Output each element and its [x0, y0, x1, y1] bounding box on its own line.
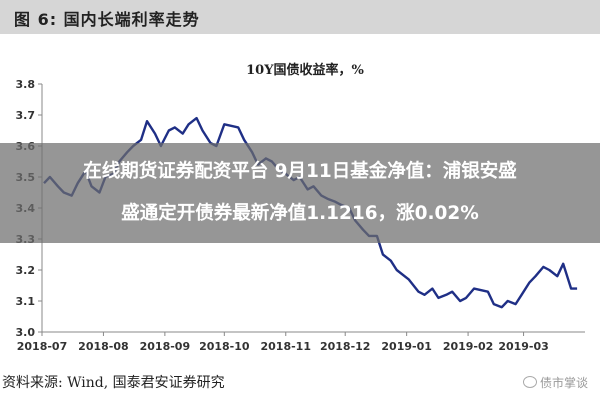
source-note: 资料来源: Wind, 国泰君安证券研究 [2, 375, 225, 391]
wechat-icon [522, 376, 537, 388]
x-tick-label: 2018-09 [140, 340, 191, 353]
watermark: 债市掌谈 [522, 374, 588, 391]
x-tick-label: 2019-01 [381, 340, 432, 353]
y-tick-label: 3.2 [16, 264, 36, 277]
x-tick-labels: 2018-07 2018-08 2018-09 2018-10 2018-11 2018-… [17, 332, 549, 353]
watermark-text: 债市掌谈 [539, 376, 588, 390]
y-tick-label: 3.7 [16, 109, 36, 122]
figure-header [0, 0, 600, 34]
x-tick-label: 2018-10 [199, 340, 250, 353]
figure-title: 图 6: 国内长端利率走势 [14, 10, 200, 29]
x-tick-label: 2019-03 [498, 340, 549, 353]
overlay-headline-line2: 盛通定开债券最新净值1.1216，涨0.02% [121, 203, 479, 224]
chart-title: 10Y国债收益率，% [246, 62, 364, 78]
y-tick-label: 3.8 [16, 78, 36, 91]
x-tick-label: 2019-02 [443, 340, 494, 353]
x-tick-label: 2018-12 [320, 340, 371, 353]
x-tick-label: 2018-08 [78, 340, 129, 353]
x-tick-label: 2018-07 [17, 340, 68, 353]
news-overlay-banner: 在线期货证券配资平台 9月11日基金净值：浦银安盛 盛通定开债券最新净值1.12… [0, 143, 600, 243]
y-tick-label: 3.0 [16, 326, 36, 339]
overlay-headline-line1: 在线期货证券配资平台 9月11日基金净值：浦银安盛 [83, 161, 517, 182]
x-tick-label: 2018-11 [261, 340, 312, 353]
y-tick-label: 3.1 [16, 295, 36, 308]
